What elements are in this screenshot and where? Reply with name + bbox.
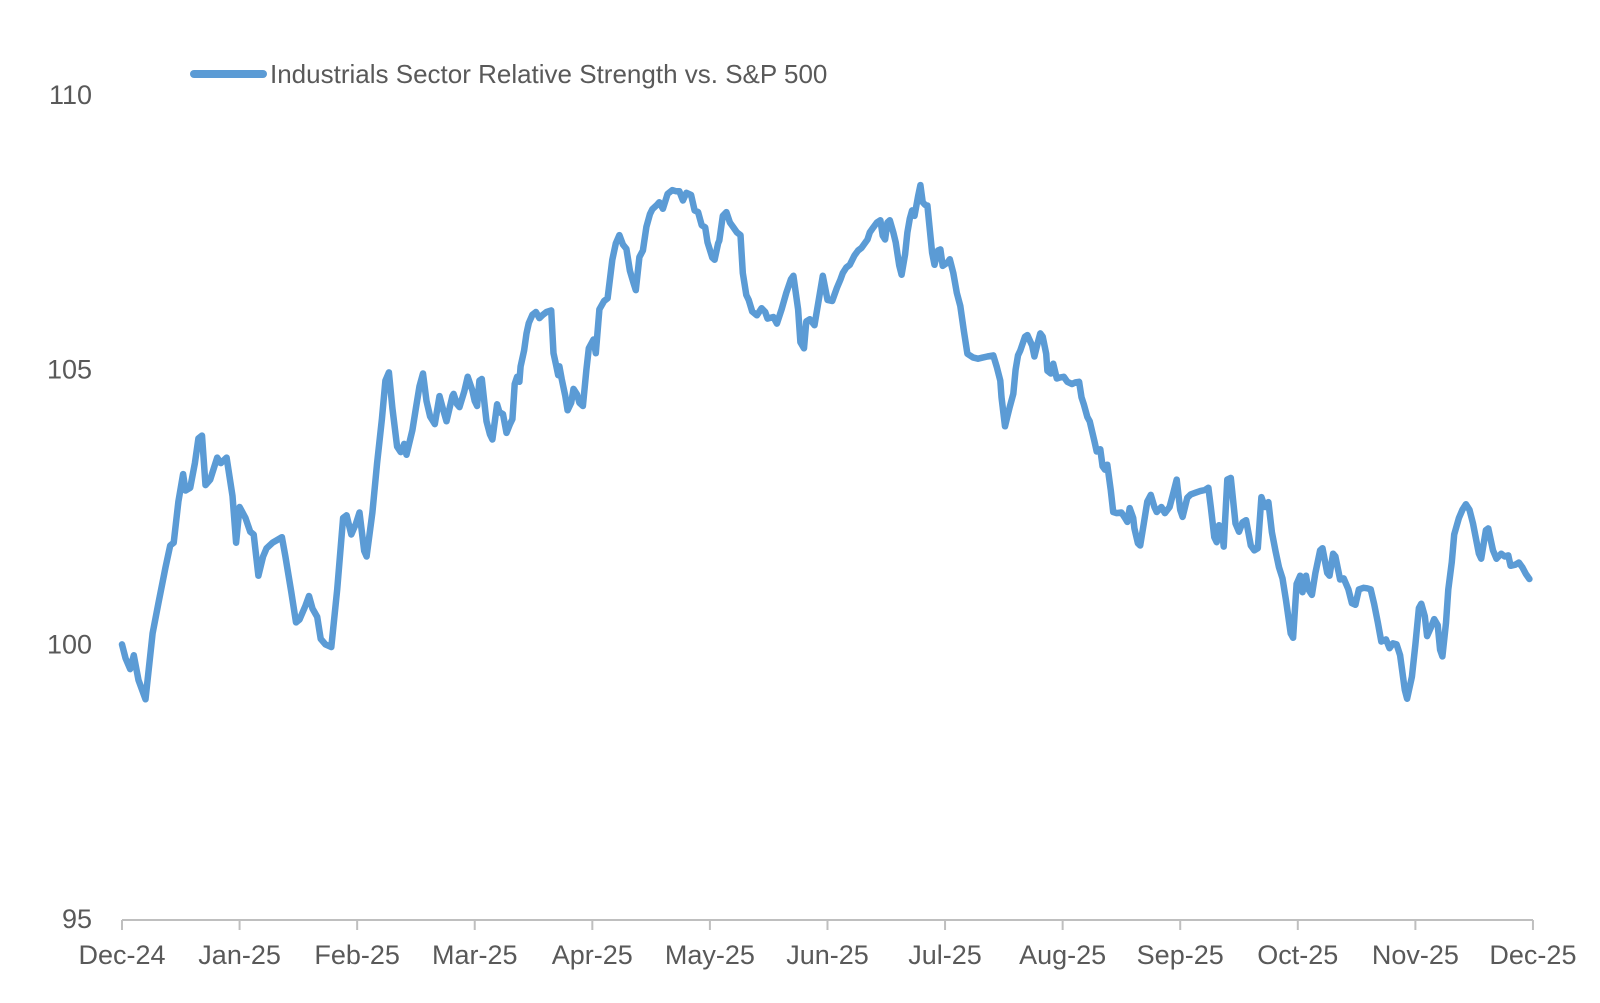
x-axis-ticks (121, 920, 1534, 930)
x-axis-tick-label: Dec-25 (1489, 940, 1576, 970)
y-axis-tick-label: 95 (62, 904, 92, 934)
legend: Industrials Sector Relative Strength vs.… (190, 59, 827, 89)
x-axis-tick-label: Aug-25 (1019, 940, 1106, 970)
y-axis-tick-label: 110 (49, 80, 92, 110)
series-line (118, 181, 1533, 703)
x-axis-labels: Dec-24 Jan-25 Feb-25 Mar-25 Apr-25 May-25 Jun-… (78, 940, 1576, 970)
x-axis-tick-label: Nov-25 (1372, 940, 1459, 970)
x-axis-tick-label: Oct-25 (1257, 940, 1338, 970)
x-axis-tick-label: Jan-25 (198, 940, 281, 970)
x-axis-tick-label: Dec-24 (78, 940, 165, 970)
y-axis-tick-label: 100 (47, 629, 92, 659)
legend-label: Industrials Sector Relative Strength vs.… (270, 59, 827, 89)
y-axis-labels: 95 100 105 110 (47, 80, 92, 934)
x-axis-tick-label: Jun-25 (786, 940, 869, 970)
x-axis-tick-label: Feb-25 (314, 940, 400, 970)
x-axis-tick-label: May-25 (665, 940, 755, 970)
x-axis-tick-label: Mar-25 (432, 940, 518, 970)
x-axis-tick-label: Sep-25 (1137, 940, 1224, 970)
y-axis-tick-label: 105 (47, 355, 92, 385)
x-axis-tick-label: Apr-25 (552, 940, 633, 970)
x-axis-tick-label: Jul-25 (908, 940, 982, 970)
